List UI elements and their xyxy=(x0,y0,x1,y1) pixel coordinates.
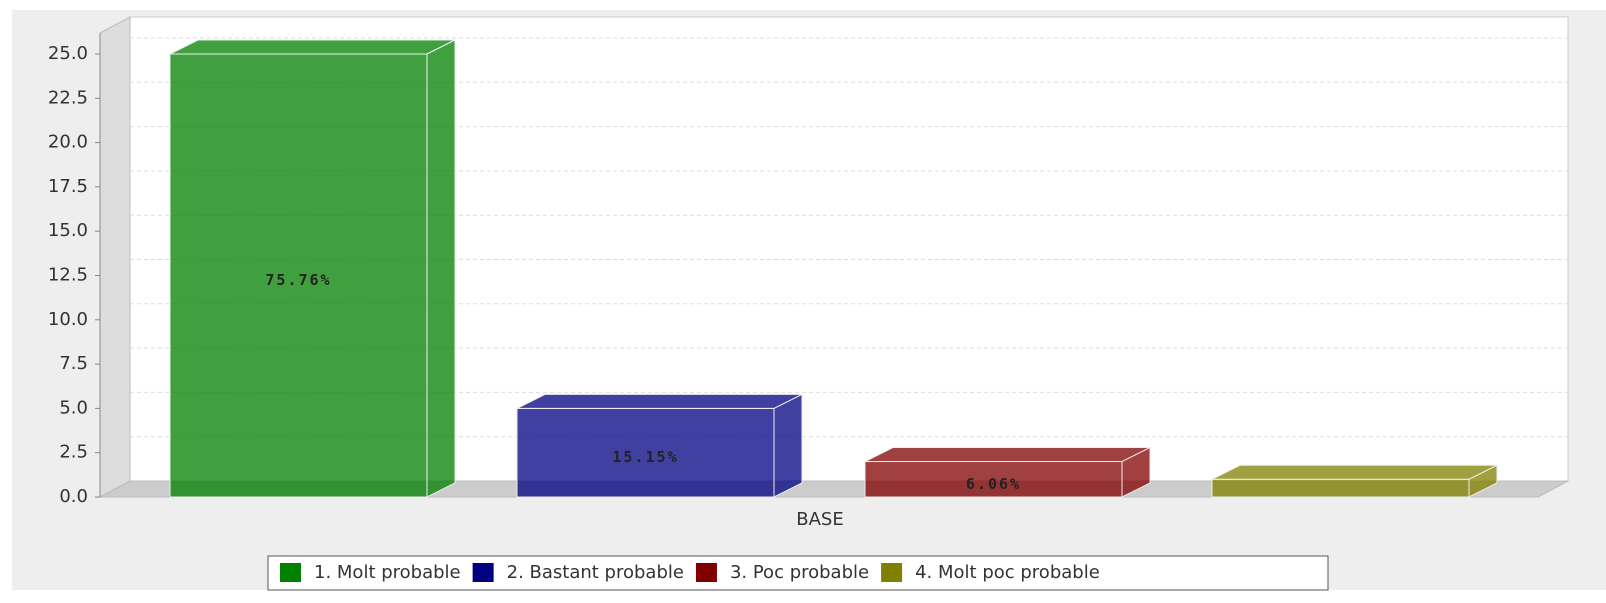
bar xyxy=(864,461,1123,498)
y-tick-label: 2.5 xyxy=(59,442,88,463)
y-tick-label: 17.5 xyxy=(48,176,88,197)
bar-side xyxy=(1468,464,1498,498)
value-label: 6.06% xyxy=(966,475,1021,493)
legend-label: 1. Molt probable xyxy=(314,562,461,583)
legend-label: 4. Molt poc probable xyxy=(915,562,1100,583)
bar-side xyxy=(773,393,803,498)
bar-side xyxy=(426,39,456,498)
bar-top xyxy=(169,39,456,55)
legend-swatch xyxy=(472,563,494,582)
legend-box xyxy=(267,555,1329,591)
legend-swatch xyxy=(881,563,903,582)
y-tick-label: 12.5 xyxy=(48,265,88,286)
y-tick-label: 0.0 xyxy=(59,486,88,507)
y-tick-label: 15.0 xyxy=(48,220,88,241)
y-tick-label: 20.0 xyxy=(48,132,88,153)
bar-top xyxy=(516,393,803,409)
bar xyxy=(169,53,428,498)
y-tick-label: 5.0 xyxy=(59,397,88,418)
y-tick-label: 7.5 xyxy=(59,353,88,374)
legend-swatch xyxy=(695,563,717,582)
bar-top xyxy=(1211,464,1498,480)
bar xyxy=(516,407,775,498)
left-wall xyxy=(99,16,131,498)
y-tick-label: 25.0 xyxy=(48,43,88,64)
y-tick-label: 10.0 xyxy=(48,309,88,330)
bar xyxy=(1211,478,1470,498)
bar-top xyxy=(864,447,1151,463)
x-tick-label: BASE xyxy=(796,509,843,530)
y-tick-label: 22.5 xyxy=(48,87,88,108)
value-label: 15.15% xyxy=(612,448,678,466)
bar-side xyxy=(1121,446,1151,498)
legend-label: 2. Bastant probable xyxy=(507,562,684,583)
value-label: 75.76% xyxy=(265,271,331,289)
legend-swatch xyxy=(280,563,301,582)
legend-label: 3. Poc probable xyxy=(730,562,869,583)
